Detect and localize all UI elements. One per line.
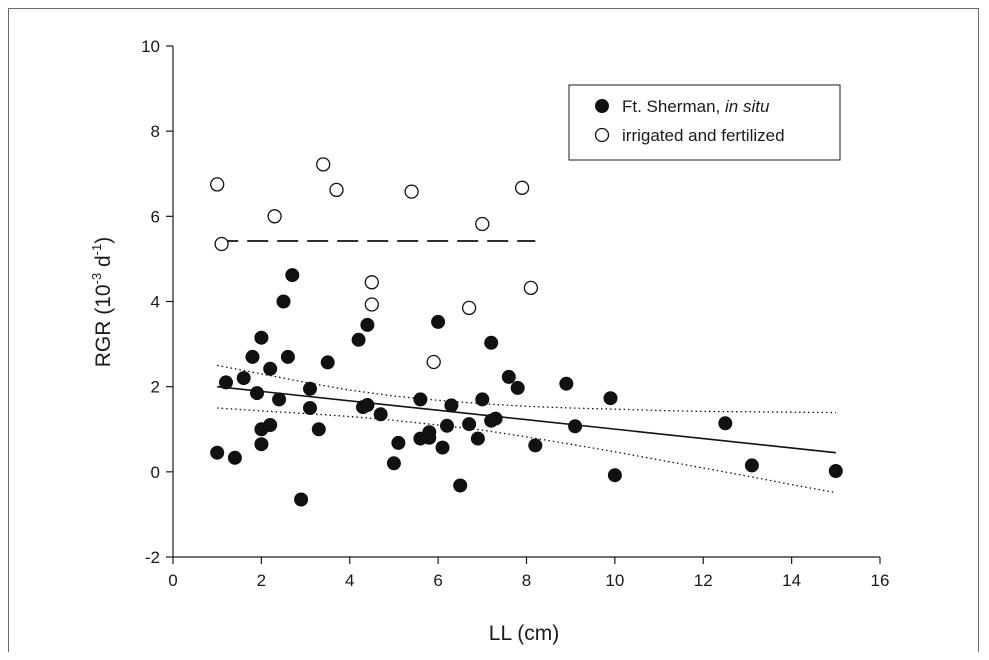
point-in-situ bbox=[280, 349, 295, 364]
axes: 0 2 4 6 8 10 12 14 16 -2 0 2 4 6 8 10 bbox=[141, 37, 889, 590]
legend-label-irrigated: irrigated and fertilized bbox=[622, 126, 785, 145]
point-in-situ bbox=[744, 458, 759, 473]
legend-label-in-situ: Ft. Sherman, in situ bbox=[622, 97, 770, 116]
point-in-situ bbox=[227, 450, 242, 465]
regression-line bbox=[217, 385, 836, 454]
point-in-situ bbox=[488, 411, 503, 426]
x-tick-label: 16 bbox=[871, 571, 890, 590]
point-in-situ bbox=[285, 268, 300, 283]
x-tick-label: 10 bbox=[605, 571, 624, 590]
figure-frame bbox=[8, 8, 979, 652]
point-irrigated bbox=[316, 157, 331, 172]
point-in-situ bbox=[435, 440, 450, 455]
data-points bbox=[210, 157, 843, 507]
point-in-situ bbox=[501, 369, 516, 384]
point-in-situ bbox=[351, 332, 366, 347]
point-in-situ bbox=[422, 430, 437, 445]
point-in-situ bbox=[391, 435, 406, 450]
y-axis-label-exp2: -1 bbox=[89, 244, 104, 256]
point-in-situ bbox=[360, 317, 375, 332]
point-irrigated bbox=[523, 280, 539, 296]
point-in-situ bbox=[568, 419, 583, 434]
point-irrigated bbox=[210, 177, 225, 192]
point-in-situ bbox=[250, 386, 264, 401]
point-in-situ bbox=[559, 376, 574, 391]
x-axis-label: LL (cm) bbox=[489, 622, 559, 645]
point-irrigated bbox=[404, 184, 419, 199]
x-tick-label: 12 bbox=[694, 571, 713, 590]
point-irrigated bbox=[214, 236, 229, 252]
y-axis-label: RGR (10-3 d-1) bbox=[89, 237, 115, 368]
legend-label-in-situ-main: Ft. Sherman, bbox=[622, 97, 725, 116]
y-tick-label: 0 bbox=[151, 463, 160, 482]
y-tick-label: 8 bbox=[151, 122, 160, 141]
point-in-situ bbox=[303, 381, 317, 396]
y-tick-label: 4 bbox=[151, 293, 160, 312]
point-irrigated bbox=[514, 180, 530, 195]
point-in-situ bbox=[373, 407, 388, 422]
point-in-situ bbox=[254, 330, 269, 345]
confidence-band-line bbox=[217, 364, 836, 414]
point-in-situ bbox=[245, 349, 260, 364]
x-tick-label: 0 bbox=[168, 571, 177, 590]
legend-label-in-situ-italic: in situ bbox=[725, 97, 770, 116]
fit-lines bbox=[217, 240, 836, 494]
point-in-situ bbox=[603, 391, 618, 406]
point-in-situ bbox=[440, 418, 454, 433]
point-in-situ bbox=[276, 294, 291, 309]
point-irrigated bbox=[329, 182, 344, 198]
y-axis-label-exp1: -3 bbox=[89, 273, 104, 285]
point-in-situ bbox=[607, 468, 622, 483]
point-in-situ bbox=[528, 438, 543, 453]
legend-marker-open bbox=[594, 127, 610, 143]
y-tick-label: -2 bbox=[145, 548, 160, 567]
legend-marker-filled bbox=[595, 99, 609, 113]
point-in-situ bbox=[254, 437, 269, 452]
point-irrigated bbox=[426, 354, 441, 370]
confidence-band-line bbox=[217, 407, 836, 494]
point-in-situ bbox=[484, 335, 499, 350]
y-tick-label: 10 bbox=[141, 37, 160, 56]
point-in-situ bbox=[294, 492, 309, 507]
y-axis-label-base: RGR (10 bbox=[92, 284, 115, 367]
point-in-situ bbox=[360, 398, 375, 412]
point-in-situ bbox=[320, 355, 335, 370]
point-in-situ bbox=[219, 375, 233, 390]
point-in-situ bbox=[263, 418, 278, 432]
x-tick-label: 4 bbox=[345, 571, 354, 590]
point-in-situ bbox=[444, 398, 459, 413]
point-in-situ bbox=[272, 392, 287, 407]
point-irrigated bbox=[364, 275, 379, 290]
point-in-situ bbox=[475, 392, 490, 407]
point-in-situ bbox=[303, 401, 317, 415]
y-axis-label-end: ) bbox=[92, 237, 115, 244]
point-in-situ bbox=[413, 392, 428, 407]
x-tick-label: 14 bbox=[782, 571, 801, 590]
point-in-situ bbox=[386, 456, 401, 471]
point-irrigated bbox=[475, 216, 490, 232]
point-irrigated bbox=[461, 300, 477, 316]
point-in-situ bbox=[210, 445, 225, 460]
legend-box bbox=[568, 84, 841, 161]
point-in-situ bbox=[453, 478, 468, 493]
point-in-situ bbox=[431, 314, 446, 329]
point-in-situ bbox=[470, 431, 485, 446]
point-in-situ bbox=[462, 417, 477, 432]
point-in-situ bbox=[311, 422, 326, 437]
point-irrigated bbox=[267, 209, 282, 224]
point-in-situ bbox=[828, 464, 843, 478]
x-tick-label: 2 bbox=[257, 571, 266, 590]
y-tick-label: 6 bbox=[151, 207, 160, 226]
x-tick-label: 6 bbox=[433, 571, 442, 590]
point-in-situ bbox=[236, 371, 251, 386]
point-in-situ bbox=[718, 416, 733, 431]
x-tick-label: 8 bbox=[522, 571, 531, 590]
point-in-situ bbox=[510, 380, 525, 395]
point-in-situ bbox=[263, 361, 278, 376]
y-axis-label-mid: d bbox=[92, 255, 115, 273]
point-irrigated bbox=[364, 297, 379, 312]
legend: Ft. Sherman, in situ irrigated and ferti… bbox=[568, 84, 841, 161]
y-tick-label: 2 bbox=[151, 378, 160, 397]
